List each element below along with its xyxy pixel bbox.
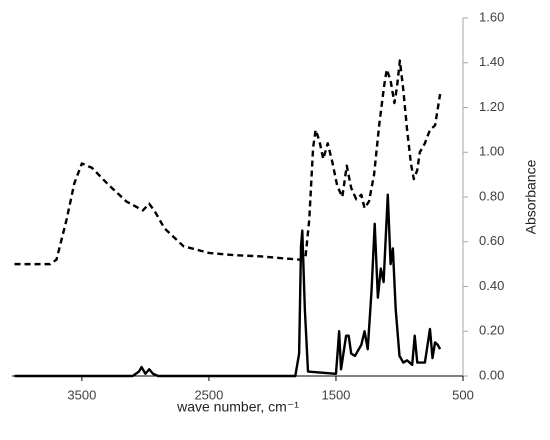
y-tick-label: 0.40 (479, 278, 504, 293)
x-tick-label: 3500 (67, 387, 96, 402)
y-tick-label: 1.00 (479, 144, 504, 159)
y-axis-title: Absorbance (523, 159, 539, 234)
y-tick-label: 0.00 (479, 367, 504, 382)
spectrum-line (14, 59, 442, 266)
spectrum-line (14, 193, 442, 378)
x-tick-label: 500 (452, 387, 474, 402)
x-tick-label: 2500 (194, 387, 223, 402)
y-tick-label: 1.60 (479, 9, 504, 24)
y-tick-label: 0.60 (479, 233, 504, 248)
y-tick-label: 0.80 (479, 188, 504, 203)
y-tick-label: 1.20 (479, 99, 504, 114)
y-tick-label: 1.40 (479, 54, 504, 69)
x-axis-title: wave number, cm⁻¹ (176, 399, 299, 415)
y-tick-label: 0.20 (479, 323, 504, 338)
x-tick-label: 1500 (321, 387, 350, 402)
